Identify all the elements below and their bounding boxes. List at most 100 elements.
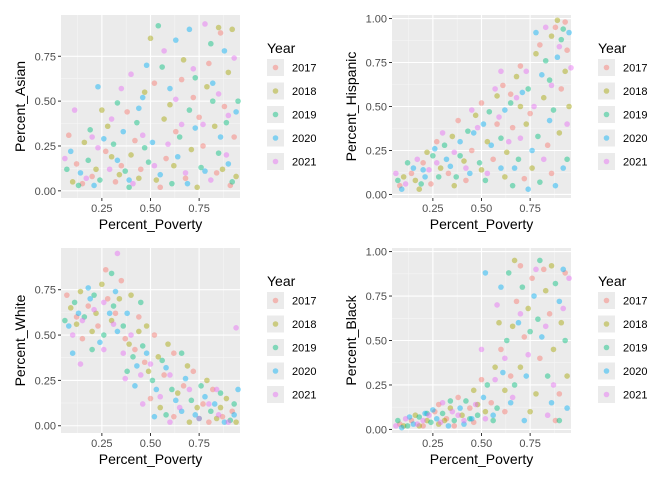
legend-entry-label: 2020 bbox=[292, 133, 316, 145]
data-point bbox=[229, 26, 236, 33]
data-point bbox=[172, 96, 179, 103]
data-point bbox=[116, 295, 123, 302]
data-point bbox=[461, 158, 467, 164]
data-point bbox=[149, 139, 156, 146]
data-point bbox=[480, 394, 487, 401]
legend-title: Year bbox=[598, 273, 627, 289]
data-point bbox=[145, 159, 152, 165]
data-point bbox=[482, 408, 489, 415]
x-tick-label: 0.75 bbox=[188, 438, 209, 450]
data-point bbox=[525, 305, 531, 312]
data-point bbox=[147, 395, 154, 402]
data-point bbox=[455, 412, 461, 419]
legend-key-point bbox=[272, 135, 279, 141]
data-point bbox=[208, 40, 214, 47]
chart-panel: 0.25 0.50 0.750.000.250.500.75Percent_Pove… bbox=[12, 248, 316, 467]
data-point bbox=[231, 412, 237, 418]
data-point bbox=[186, 26, 193, 33]
data-point bbox=[498, 68, 504, 75]
x-tick-label: 0.50 bbox=[140, 438, 161, 450]
data-point bbox=[459, 412, 465, 419]
data-point bbox=[484, 382, 491, 388]
x-tick-label: 0.25 bbox=[91, 438, 112, 450]
data-point bbox=[531, 293, 537, 299]
data-point bbox=[455, 117, 461, 124]
data-point bbox=[219, 413, 226, 420]
legend-key-point bbox=[272, 368, 279, 374]
data-point bbox=[463, 177, 469, 184]
data-point bbox=[496, 319, 502, 326]
data-point bbox=[227, 182, 234, 189]
legend: Year 2017 2018 2019 2020 2021 bbox=[267, 273, 316, 403]
data-point bbox=[474, 401, 481, 408]
data-point bbox=[451, 423, 458, 429]
data-point bbox=[517, 262, 524, 269]
data-point bbox=[535, 133, 541, 140]
data-point bbox=[472, 112, 479, 119]
legend-key-point bbox=[603, 321, 610, 327]
data-point bbox=[542, 24, 549, 31]
data-point bbox=[447, 163, 454, 170]
data-point bbox=[202, 393, 208, 400]
chart-panel: 0.25 0.50 0.75 0.00 0.25 0.50 0.75 1.00 Percent_… bbox=[343, 247, 647, 467]
data-point bbox=[132, 346, 138, 353]
data-point bbox=[447, 398, 454, 404]
data-point bbox=[556, 43, 563, 50]
data-point bbox=[539, 334, 545, 340]
legend-key-point bbox=[272, 158, 279, 165]
data-point bbox=[447, 405, 454, 411]
data-point bbox=[118, 277, 125, 284]
data-point bbox=[75, 182, 82, 189]
data-point bbox=[211, 401, 218, 407]
y-tick-label: 0.25 bbox=[366, 380, 387, 392]
data-point bbox=[209, 80, 216, 86]
data-point bbox=[208, 408, 214, 415]
data-point bbox=[519, 284, 526, 290]
data-point bbox=[546, 77, 553, 83]
data-point bbox=[190, 368, 197, 375]
data-point bbox=[519, 89, 526, 96]
data-point bbox=[509, 182, 516, 189]
data-point bbox=[89, 134, 95, 140]
data-point bbox=[420, 417, 426, 424]
data-point bbox=[562, 19, 568, 25]
data-point bbox=[85, 285, 92, 291]
legend-key-background bbox=[598, 315, 615, 333]
y-tick-label: 0.50 bbox=[35, 96, 56, 108]
data-point bbox=[172, 397, 179, 404]
data-point bbox=[527, 328, 533, 335]
data-point bbox=[139, 343, 146, 349]
data-point bbox=[566, 103, 572, 110]
data-point bbox=[424, 149, 430, 156]
legend-entry-label: 2019 bbox=[292, 110, 316, 122]
data-point bbox=[206, 419, 212, 425]
data-point bbox=[509, 394, 516, 401]
data-point bbox=[143, 62, 150, 69]
data-point bbox=[91, 182, 97, 189]
data-point bbox=[539, 72, 545, 78]
data-point bbox=[412, 177, 419, 184]
data-point bbox=[99, 107, 105, 113]
data-point bbox=[192, 412, 199, 418]
data-point bbox=[562, 337, 568, 344]
data-point bbox=[502, 408, 508, 415]
data-point bbox=[400, 174, 407, 180]
data-point bbox=[502, 355, 508, 362]
data-point bbox=[430, 407, 436, 413]
data-point bbox=[209, 386, 216, 393]
data-point bbox=[136, 175, 142, 182]
data-point bbox=[137, 299, 144, 306]
data-point bbox=[67, 148, 74, 155]
legend-key-background bbox=[267, 315, 284, 333]
data-point bbox=[89, 328, 95, 335]
data-point bbox=[89, 346, 95, 353]
data-point bbox=[198, 164, 204, 171]
data-point bbox=[406, 414, 413, 420]
data-point bbox=[206, 60, 212, 67]
data-point bbox=[560, 165, 567, 171]
data-point bbox=[395, 417, 401, 424]
chart-panel: 0.25 0.50 0.75 0.00 0.25 0.50 0.75 1.00 Percent_… bbox=[343, 14, 647, 232]
data-point bbox=[99, 281, 105, 288]
data-point bbox=[443, 415, 450, 422]
